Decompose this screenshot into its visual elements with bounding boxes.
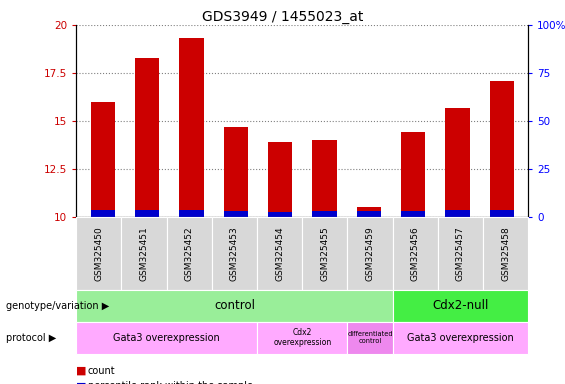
Bar xyxy=(401,211,425,217)
Bar xyxy=(224,127,248,217)
Text: percentile rank within the sample: percentile rank within the sample xyxy=(88,381,253,384)
Text: GSM325452: GSM325452 xyxy=(185,226,194,281)
Bar xyxy=(401,132,425,217)
Text: control: control xyxy=(214,300,255,312)
Bar xyxy=(445,108,470,217)
Bar xyxy=(179,210,203,217)
Bar xyxy=(268,142,292,217)
Text: GSM325456: GSM325456 xyxy=(411,226,420,281)
Text: ■: ■ xyxy=(76,381,87,384)
Text: GSM325459: GSM325459 xyxy=(366,226,375,281)
Text: GSM325457: GSM325457 xyxy=(456,226,465,281)
Text: GSM325458: GSM325458 xyxy=(501,226,510,281)
Text: GDS3949 / 1455023_at: GDS3949 / 1455023_at xyxy=(202,10,363,23)
Text: differentiated
control: differentiated control xyxy=(347,331,393,344)
Bar xyxy=(135,58,159,217)
Bar xyxy=(312,211,337,217)
Bar xyxy=(445,210,470,217)
Bar xyxy=(268,212,292,217)
Text: Gata3 overexpression: Gata3 overexpression xyxy=(114,333,220,343)
Text: ■: ■ xyxy=(76,366,87,376)
Text: protocol ▶: protocol ▶ xyxy=(6,333,56,343)
Bar xyxy=(312,140,337,217)
Bar xyxy=(489,210,514,217)
Text: genotype/variation ▶: genotype/variation ▶ xyxy=(6,301,109,311)
Bar xyxy=(135,210,159,217)
Bar xyxy=(357,211,381,217)
Text: Cdx2
overexpression: Cdx2 overexpression xyxy=(273,328,332,348)
Text: GSM325450: GSM325450 xyxy=(94,226,103,281)
Text: GSM325455: GSM325455 xyxy=(320,226,329,281)
Bar xyxy=(357,207,381,217)
Text: Cdx2-null: Cdx2-null xyxy=(432,300,489,312)
Bar xyxy=(489,81,514,217)
Bar xyxy=(90,102,115,217)
Text: Gata3 overexpression: Gata3 overexpression xyxy=(407,333,514,343)
Text: GSM325454: GSM325454 xyxy=(275,226,284,281)
Text: GSM325453: GSM325453 xyxy=(230,226,239,281)
Bar xyxy=(224,211,248,217)
Bar xyxy=(179,38,203,217)
Text: count: count xyxy=(88,366,115,376)
Bar xyxy=(90,210,115,217)
Text: GSM325451: GSM325451 xyxy=(140,226,149,281)
